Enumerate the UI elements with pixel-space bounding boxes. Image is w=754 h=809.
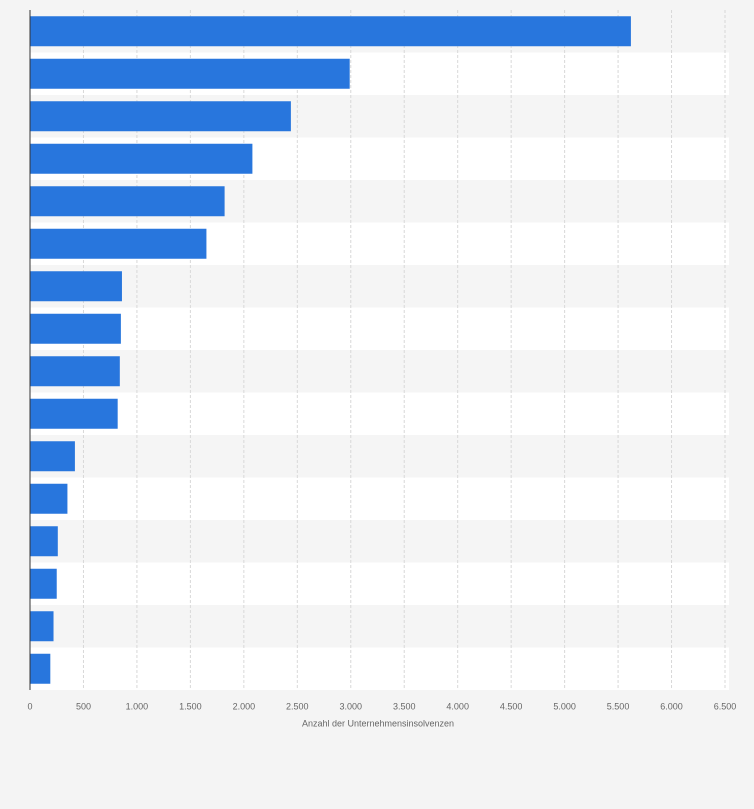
bar (30, 356, 120, 387)
row-stripe (30, 605, 729, 648)
bar (30, 101, 291, 132)
bar (30, 526, 58, 557)
bar (30, 271, 122, 302)
x-tick-label: 5.000 (553, 701, 576, 711)
row-stripe (30, 520, 729, 563)
x-tick-label: 3.500 (393, 701, 416, 711)
x-tick-label: 0 (27, 701, 32, 711)
row-stripe (30, 265, 729, 308)
bar (30, 568, 57, 599)
x-tick-label: 4.000 (446, 701, 469, 711)
bar (30, 398, 118, 429)
row-stripe (30, 350, 729, 393)
bar (30, 313, 121, 344)
x-tick-label: 2.500 (286, 701, 309, 711)
bar (30, 58, 350, 89)
x-tick-label: 1.000 (126, 701, 149, 711)
x-tick-label: 6.500 (714, 701, 737, 711)
x-tick-label: 6.000 (660, 701, 683, 711)
x-tick-label: 4.500 (500, 701, 523, 711)
x-tick-label: 500 (76, 701, 91, 711)
bar (30, 483, 68, 514)
x-tick-label: 5.500 (607, 701, 630, 711)
x-tick-label: 3.000 (340, 701, 363, 711)
bar (30, 441, 75, 472)
bar (30, 611, 54, 642)
bar (30, 186, 225, 217)
bar (30, 653, 51, 684)
x-axis-label: Anzahl der Unternehmensinsolvenzen (302, 718, 454, 728)
bar (30, 228, 207, 259)
x-tick-label: 1.500 (179, 701, 202, 711)
x-tick-label: 2.000 (233, 701, 256, 711)
bar (30, 16, 631, 47)
bar (30, 143, 253, 174)
row-stripe (30, 435, 729, 478)
